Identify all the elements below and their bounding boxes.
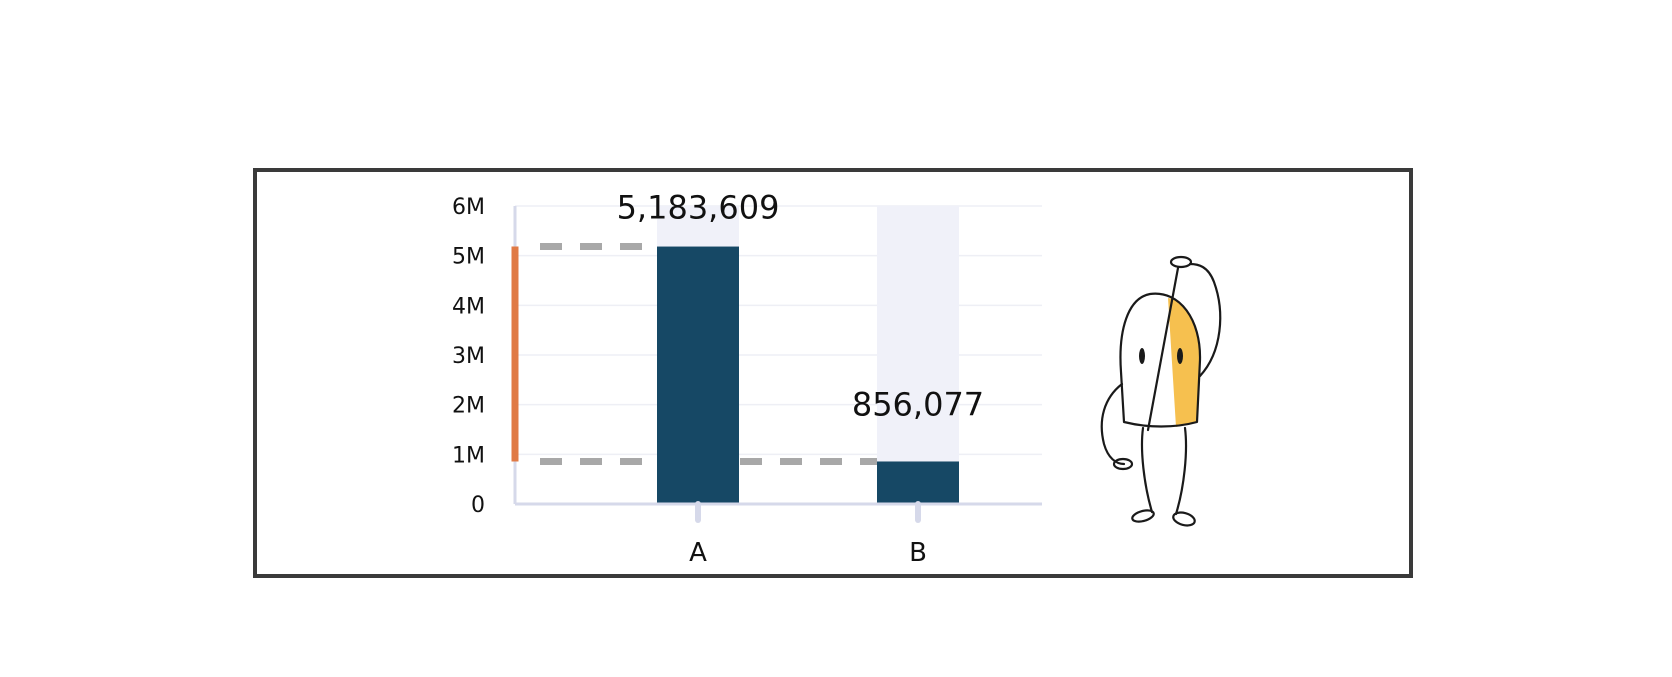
bars: [657, 246, 959, 504]
character-raised-hand: [1169, 255, 1193, 269]
bar: [877, 461, 959, 504]
axes: [511, 206, 1042, 523]
bar-background: [877, 206, 959, 504]
character-right-leg: [1174, 426, 1188, 516]
character-raised-arm: [1188, 262, 1222, 378]
character-left-foot: [1131, 509, 1155, 523]
y-tick-label: 6M: [452, 195, 485, 220]
labels: 0 1M 2M 3M 4M 5M 6M A B 5,183,609 856,077: [452, 189, 984, 568]
character-left-eye: [1139, 348, 1145, 364]
character-right-foot: [1172, 511, 1196, 527]
y-tick-label: 0: [471, 493, 485, 518]
character-left-leg: [1140, 426, 1154, 514]
x-tick-label: B: [909, 538, 927, 568]
chart-frame: [253, 168, 1413, 578]
character-lowered-hand: [1112, 457, 1134, 471]
character-illustration: [1100, 255, 1222, 527]
character-body: [1119, 292, 1202, 428]
y-tick-label: 2M: [452, 394, 485, 419]
character-right-eye: [1177, 348, 1183, 364]
y-tick-label: 4M: [452, 294, 485, 319]
data-label: 856,077: [852, 385, 984, 423]
y-tick-label: 3M: [452, 344, 485, 369]
character-divider: [1146, 266, 1180, 432]
data-label: 5,183,609: [617, 189, 780, 227]
character-body-shade: [1168, 298, 1201, 427]
y-tick-label: 5M: [452, 245, 485, 270]
character-lowered-arm: [1100, 382, 1126, 466]
x-tick-label: A: [689, 538, 707, 568]
y-tick-label: 1M: [452, 443, 485, 468]
bar: [657, 246, 739, 504]
